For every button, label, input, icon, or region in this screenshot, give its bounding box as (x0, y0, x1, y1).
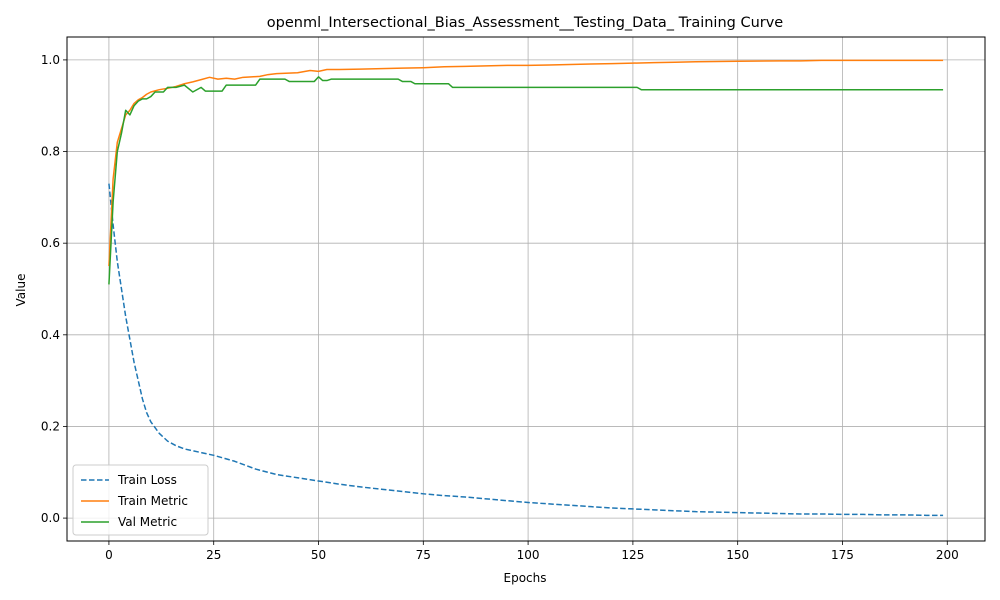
y-tick-label: 0.0 (41, 511, 60, 525)
chart-title: openml_Intersectional_Bias_Assessment__T… (267, 15, 784, 31)
x-tick-label: 100 (517, 548, 540, 562)
plot-frame (66, 36, 986, 542)
x-tick-label: 175 (831, 548, 854, 562)
x-tick-label: 75 (416, 548, 431, 562)
legend-label: Train Metric (117, 494, 188, 508)
series-line-train-loss (108, 183, 944, 517)
grid-lines (67, 37, 985, 541)
series-layer (108, 59, 944, 517)
series-line-train-metric (108, 59, 944, 267)
x-axis-label: Epochs (504, 571, 547, 585)
y-axis-ticks: 0.0 0.2 0.4 0.6 0.8 1.0 (41, 53, 67, 525)
x-tick-label: 200 (936, 548, 959, 562)
y-tick-label: 0.2 (41, 419, 60, 433)
legend-label: Train Loss (117, 473, 177, 487)
y-tick-label: 0.6 (41, 236, 60, 250)
legend-label: Val Metric (118, 515, 177, 529)
y-axis-label: Value (14, 274, 28, 307)
x-axis-ticks: 0 25 50 75 100 125 150 175 200 (105, 541, 959, 562)
series-line-val-metric (108, 76, 944, 285)
x-tick-label: 150 (726, 548, 749, 562)
x-tick-label: 50 (311, 548, 326, 562)
y-tick-label: 0.4 (41, 328, 60, 342)
x-tick-label: 25 (206, 548, 221, 562)
legend: Train Loss Train Metric Val Metric (72, 464, 209, 536)
x-tick-label: 125 (621, 548, 644, 562)
legend-box (72, 464, 209, 536)
y-tick-label: 0.8 (41, 145, 60, 159)
x-tick-label: 0 (105, 548, 113, 562)
y-tick-label: 1.0 (41, 53, 60, 67)
